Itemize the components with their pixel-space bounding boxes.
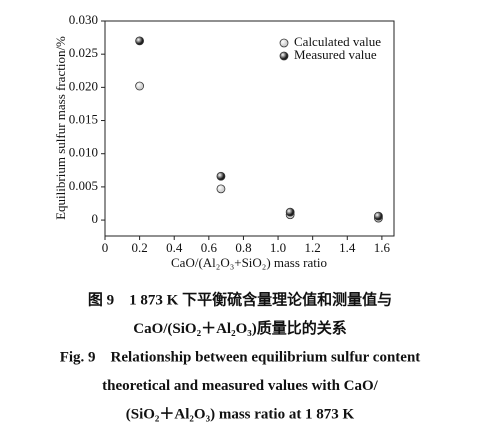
caption-line: 图 9 1 873 K 下平衡硫含量理论值和测量值与 [88, 290, 392, 308]
caption-line: Fig. 9 Relationship between equilibrium … [60, 349, 421, 365]
y-tick-label: 0 [92, 211, 99, 226]
x-tick-label: 1.6 [374, 240, 391, 255]
caption-line: (SiO₂＋Al₂O₃) mass ratio at 1 873 K [126, 406, 355, 422]
x-tick-label: 0.4 [166, 240, 183, 255]
legend-label: Calculated value [294, 34, 381, 49]
y-tick-label: 0.010 [69, 145, 98, 160]
point [135, 36, 145, 46]
caption-line: theoretical and measured values with CaO… [102, 378, 379, 394]
legend-label: Measured value [294, 47, 377, 62]
legend-marker [279, 38, 289, 48]
x-tick-label: 1.2 [305, 240, 321, 255]
y-tick-label: 0.025 [69, 45, 98, 60]
legend-marker [279, 51, 289, 61]
x-axis-title: CaO/(Al₂O₃+SiO₂) mass ratio [171, 255, 327, 270]
point [216, 184, 226, 194]
point [216, 171, 226, 181]
point [135, 81, 145, 91]
y-tick-label: 0.005 [69, 178, 98, 193]
x-tick-label: 0.2 [131, 240, 147, 255]
y-tick-label: 0.020 [69, 78, 98, 93]
x-tick-label: 0.8 [235, 240, 251, 255]
y-axis-title: Equilibrium sulfur mass fraction/% [53, 36, 68, 220]
y-tick-label: 0.030 [69, 12, 98, 27]
x-tick-label: 1.0 [270, 240, 286, 255]
x-tick-label: 0.6 [201, 240, 218, 255]
x-tick-label: 0 [102, 240, 109, 255]
plot-frame [104, 20, 395, 237]
point [374, 211, 383, 221]
point [285, 207, 295, 217]
y-tick-label: 0.015 [69, 112, 98, 127]
x-tick-label: 1.4 [339, 240, 356, 255]
caption-line: CaO/(SiO₂＋Al₂O₃)质量比的关系 [133, 319, 347, 337]
